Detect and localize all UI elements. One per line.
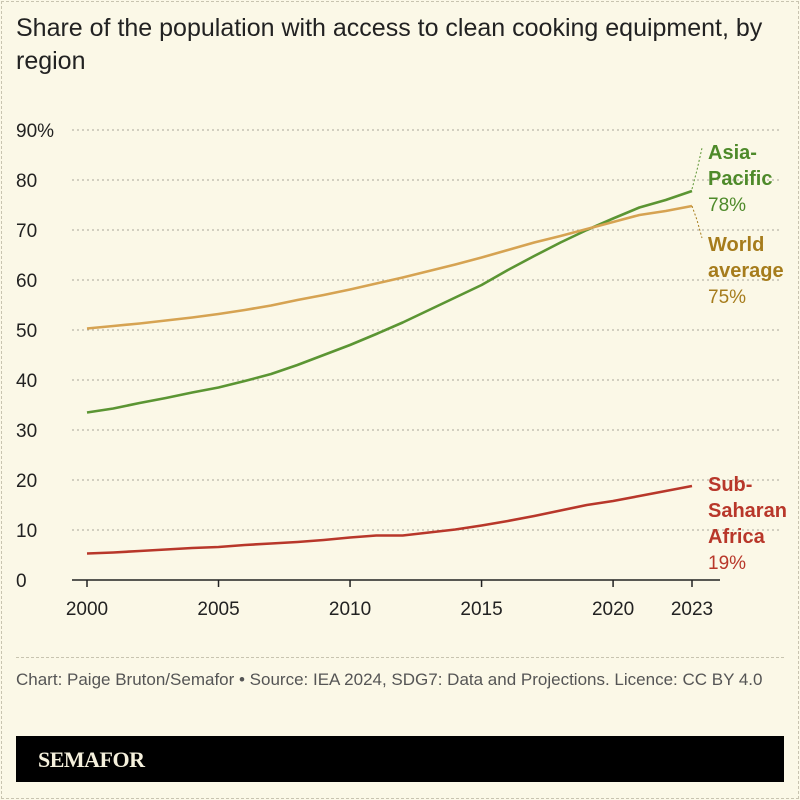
series-line-world-average bbox=[86, 204, 693, 330]
y-tick-label: 80 bbox=[16, 171, 37, 192]
brand-bar: SEMAFOR bbox=[16, 736, 784, 782]
x-tick-label: 2015 bbox=[460, 599, 502, 620]
world-average-leader bbox=[691, 205, 703, 239]
sub-saharan-africa-label: Sub- bbox=[708, 474, 752, 496]
chart-title: Share of the population with access to c… bbox=[16, 14, 763, 75]
world-average-label: World bbox=[708, 234, 764, 256]
y-tick-label: 20 bbox=[16, 471, 37, 492]
y-tick-label: 60 bbox=[16, 271, 37, 292]
world-average-label: average bbox=[708, 260, 784, 282]
y-tick-label: 40 bbox=[16, 371, 37, 392]
sub-saharan-africa-label: Saharan bbox=[708, 500, 787, 522]
x-tick-label: 2005 bbox=[197, 599, 239, 620]
world-average-value: 75% bbox=[708, 287, 746, 308]
x-tick-label: 2020 bbox=[592, 599, 634, 620]
sub-saharan-africa-value: 19% bbox=[708, 553, 746, 574]
x-tick-label: 2023 bbox=[671, 599, 713, 620]
y-tick-label: 30 bbox=[16, 421, 37, 442]
asia-pacific-value: 78% bbox=[708, 195, 746, 216]
x-tick-label: 2010 bbox=[329, 599, 371, 620]
y-tick-label: 10 bbox=[16, 521, 37, 542]
footer-divider bbox=[16, 657, 784, 658]
semafor-logo: SEMAFOR bbox=[38, 747, 145, 772]
y-tick-label: 50 bbox=[16, 321, 37, 342]
source-note: Chart: Paige Bruton/Semafor • Source: IE… bbox=[16, 670, 763, 689]
series-line-sub-saharan-africa bbox=[86, 484, 693, 555]
y-tick-label: 70 bbox=[16, 221, 37, 242]
asia-pacific-leader bbox=[691, 147, 703, 190]
x-tick-label: 2000 bbox=[66, 599, 108, 620]
asia-pacific-label: Pacific bbox=[708, 168, 772, 190]
y-tick-label: 0 bbox=[16, 571, 27, 592]
asia-pacific-label: Asia- bbox=[708, 142, 757, 164]
sub-saharan-africa-label: Africa bbox=[708, 526, 766, 548]
y-tick-label: 90% bbox=[16, 121, 54, 142]
line-chart: 0 10 20 30 40 50 60 70 80 90% 2000 2005 2010 2015 2020… bbox=[16, 121, 787, 620]
